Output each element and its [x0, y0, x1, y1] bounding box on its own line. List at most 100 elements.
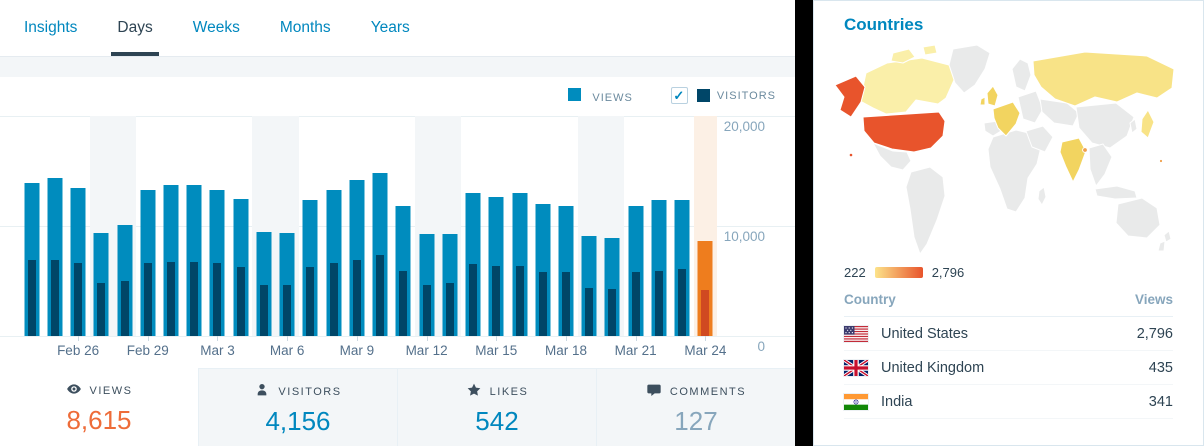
bar-group-mar-5[interactable]: [252, 116, 276, 336]
bar-group-mar-4[interactable]: [229, 116, 252, 336]
tab-insights[interactable]: Insights: [24, 19, 78, 36]
bar-group-mar-12[interactable]: [414, 116, 439, 336]
region-middle-east: [1025, 125, 1054, 153]
country-row[interactable]: United States 2,796: [844, 317, 1173, 351]
gridline-0: [0, 336, 795, 337]
x-axis-label: Mar 3: [200, 343, 235, 358]
scale-gradient-bar: [874, 267, 923, 278]
x-tick-mark: [78, 336, 80, 341]
visitors-bar: [283, 285, 292, 336]
bar-group-mar-6[interactable]: [275, 116, 299, 336]
bar-group-mar-7[interactable]: [299, 116, 322, 336]
tab-months[interactable]: Months: [279, 19, 331, 36]
world-map[interactable]: [827, 39, 1191, 265]
bar-group-mar-9[interactable]: [345, 116, 368, 336]
bar-group-feb-24[interactable]: [20, 116, 43, 336]
tab-weeks[interactable]: Weeks: [192, 19, 240, 36]
visitors-bar: [74, 262, 83, 336]
visitors-bar: [701, 290, 710, 336]
region-alaska: [834, 75, 866, 118]
visitors-bar: [236, 267, 245, 336]
country-name: India: [881, 394, 913, 410]
bar-group-mar-13[interactable]: [438, 116, 462, 336]
country-name: United Kingdom: [881, 360, 985, 376]
period-tab-bar: Insights Days Weeks Months Years: [0, 0, 795, 57]
region-new-zealand: [1157, 230, 1172, 252]
x-tick-mark: [356, 336, 358, 341]
x-tick-mark: [217, 336, 219, 341]
region-india: [1059, 137, 1087, 183]
stat-tile-comments[interactable]: COMMENTS 127: [596, 368, 795, 446]
region-hawaii: [848, 152, 854, 158]
bar-group-feb-27[interactable]: [89, 116, 113, 336]
visitors-bar: [306, 266, 315, 336]
visitors-bar: [97, 282, 106, 336]
country-name: United States: [881, 326, 969, 342]
visitors-bar: [585, 287, 594, 336]
x-axis-label: Mar 6: [269, 343, 305, 358]
x-axis-label: Mar 15: [475, 343, 518, 358]
bar-group-mar-21[interactable]: [624, 116, 647, 336]
visitors-bar: [399, 271, 408, 336]
countries-title: Countries: [844, 15, 924, 34]
x-tick-mark: [426, 336, 428, 341]
visitors-bar: [167, 262, 175, 336]
bar-group-feb-29[interactable]: [136, 116, 159, 336]
bar-group-feb-26[interactable]: [66, 116, 89, 336]
visitors-bar: [469, 263, 478, 336]
region-bangladesh: [1082, 147, 1088, 153]
x-tick-mark: [635, 336, 637, 341]
bar-group-feb-25[interactable]: [43, 116, 66, 336]
bar-group-mar-11[interactable]: [392, 116, 415, 336]
bar-group-mar-2[interactable]: [183, 116, 206, 336]
bar-group-mar-14[interactable]: [461, 116, 484, 336]
summary-stats-row: VIEWS 8,615 VISITORS 4,156 LIKES 542 COMMENTS 1…: [0, 368, 795, 446]
tab-years[interactable]: Years: [370, 19, 410, 36]
stat-label-text: VIEWS: [89, 384, 133, 397]
x-tick-mark: [496, 336, 498, 341]
bar-group-mar-20[interactable]: [600, 116, 625, 336]
stat-label-text: LIKES: [489, 385, 529, 398]
country-column-header: Country: [844, 292, 896, 307]
stat-tile-likes[interactable]: LIKES 542: [397, 368, 596, 446]
star-icon: [466, 382, 490, 401]
visitors-bar: [213, 263, 222, 336]
bar-group-mar-17[interactable]: [531, 116, 554, 336]
bar-group-mar-15[interactable]: [485, 116, 508, 336]
region-east-europe: [1017, 90, 1044, 124]
visitors-checkbox[interactable]: ✓: [670, 87, 688, 104]
visitors-bar: [654, 271, 663, 336]
tab-days[interactable]: Days: [111, 0, 159, 56]
visitors-bar: [376, 254, 385, 336]
bar-group-mar-22[interactable]: [647, 116, 670, 336]
x-axis-label: Feb 26: [57, 343, 100, 358]
visitors-bar: [143, 263, 152, 336]
visitors-bar: [27, 260, 36, 336]
legend-visitors-label: VISITORS: [716, 89, 776, 102]
bar-group-mar-23[interactable]: [671, 116, 694, 336]
stat-tile-views[interactable]: VIEWS 8,615: [0, 368, 198, 446]
stat-tile-visitors[interactable]: VISITORS 4,156: [198, 368, 397, 446]
x-axis-label: Mar 12: [405, 343, 448, 358]
visitors-bar: [120, 281, 129, 336]
country-row[interactable]: India 341: [844, 385, 1173, 419]
bar-group-mar-18[interactable]: [554, 116, 577, 336]
y-axis-label: 0: [757, 339, 765, 354]
stat-value: 542: [475, 406, 519, 436]
region-south-america: [905, 166, 946, 255]
scale-min-label: 222: [844, 265, 866, 280]
bar-group-mar-3[interactable]: [206, 116, 229, 336]
bar-group-mar-10[interactable]: [369, 116, 392, 336]
bar-group-feb-28[interactable]: [112, 116, 137, 336]
legend-views: VIEWS: [568, 87, 633, 104]
region-korea: [1129, 118, 1138, 134]
bar-group-mar-8[interactable]: [322, 116, 345, 336]
country-views: 2,796: [1136, 326, 1173, 342]
bar-group-mar-16[interactable]: [508, 116, 531, 336]
region-japan: [1140, 109, 1155, 139]
legend-views-label: VIEWS: [592, 91, 633, 104]
bar-group-mar-19[interactable]: [577, 116, 601, 336]
bar-group-mar-24[interactable]: [693, 116, 717, 336]
country-row[interactable]: United Kingdom 435: [844, 351, 1173, 385]
bar-group-mar-1[interactable]: [159, 116, 182, 336]
